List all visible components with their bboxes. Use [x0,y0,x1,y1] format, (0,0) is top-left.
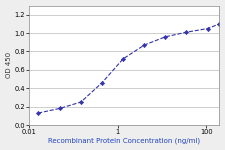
X-axis label: Recombinant Protein Concentration (ng/ml): Recombinant Protein Concentration (ng/ml… [48,138,200,144]
Y-axis label: OD 450: OD 450 [6,52,11,78]
